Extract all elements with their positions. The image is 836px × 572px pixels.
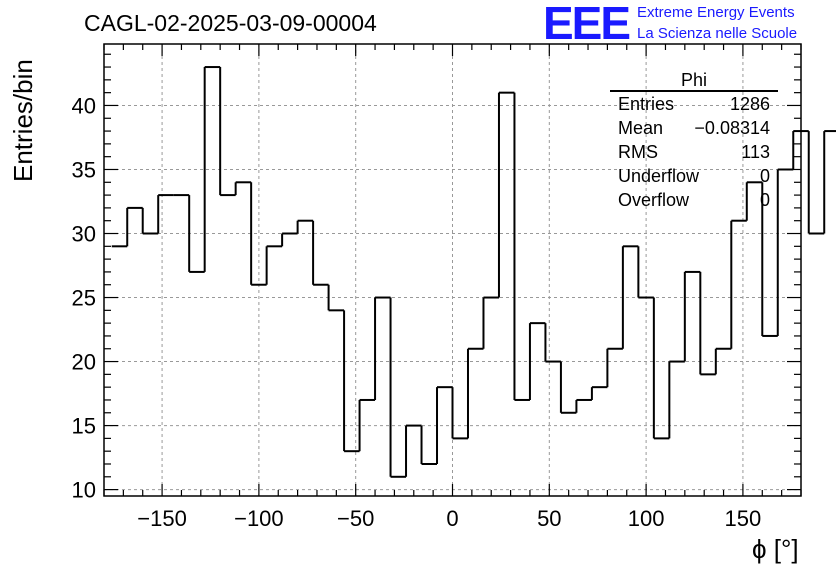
stats-row-rms: RMS 113 xyxy=(610,140,778,164)
stats-key: Entries xyxy=(618,94,675,114)
y-tick-label: 25 xyxy=(72,286,96,311)
x-tick-label: 50 xyxy=(537,506,561,531)
stats-key: Underflow xyxy=(618,166,700,186)
x-tick-label: 150 xyxy=(725,506,762,531)
y-tick-label: 30 xyxy=(72,222,96,247)
x-tick-label: −150 xyxy=(137,506,187,531)
x-axis-label: ϕ [°] xyxy=(752,534,799,564)
stats-row-overflow: Overflow 0 xyxy=(610,188,778,212)
y-tick-label: 20 xyxy=(72,350,96,375)
tick-labels: −150 −100 −50 0 50 100 150 10 15 20 25 30 35 40 xyxy=(72,93,762,531)
stats-key: RMS xyxy=(618,142,658,162)
stats-row-mean: Mean −0.08314 xyxy=(610,116,778,140)
stats-value: 0 xyxy=(759,166,770,186)
x-tick-label: −50 xyxy=(337,506,374,531)
stats-value: −0.08314 xyxy=(694,118,770,138)
stats-row-underflow: Underflow 0 xyxy=(610,164,778,188)
histogram-outline xyxy=(111,66,836,478)
stats-value: 1286 xyxy=(729,94,770,114)
stats-row-entries: Entries 1286 xyxy=(610,92,778,116)
stats-value: 0 xyxy=(759,190,770,210)
axis-ticks xyxy=(103,44,802,496)
y-tick-label: 35 xyxy=(72,157,96,182)
eee-logo: EEE xyxy=(543,0,631,49)
x-tick-label: 100 xyxy=(628,506,665,531)
x-tick-label: −100 xyxy=(234,506,284,531)
stats-key: Overflow xyxy=(618,190,690,210)
logo-line-2: La Scienza nelle Scuole xyxy=(637,25,798,42)
y-tick-label: 40 xyxy=(72,93,96,118)
stats-box: Phi Entries 1286 Mean −0.08314 RMS 113 U… xyxy=(610,70,778,212)
stats-title: Phi xyxy=(610,70,778,92)
x-tick-label: 0 xyxy=(446,506,458,531)
y-axis-label: Entries/bin xyxy=(8,59,38,182)
chart-title: CAGL-02-2025-03-09-00004 xyxy=(84,10,377,36)
stats-value: 113 xyxy=(741,142,770,162)
y-tick-label: 15 xyxy=(72,414,96,439)
logo-line-1: Extreme Energy Events xyxy=(637,4,795,21)
stats-key: Mean xyxy=(618,118,664,138)
y-tick-label: 10 xyxy=(72,478,96,503)
